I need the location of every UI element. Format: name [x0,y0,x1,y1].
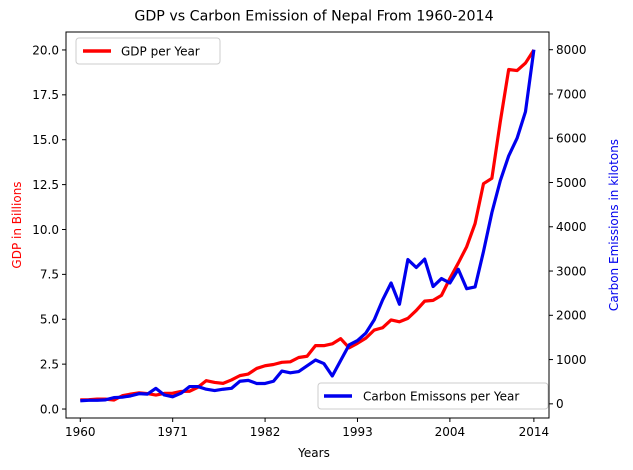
plot-frame [65,31,550,419]
right-y-tick-label: 2000 [556,309,587,323]
right-y-tick-label: 5000 [556,176,587,190]
x-tick-label: 1982 [250,425,281,439]
right-y-tick-label: 4000 [556,220,587,234]
x-tick-label: 1960 [65,425,96,439]
left-y-tick-label: 0.0 [40,402,59,416]
right-y-axis-ticks: 0 1000 2000 3000 4000 5000 6000 7000 8000 [549,43,587,411]
x-tick-label: 2014 [519,425,550,439]
x-axis-label: Years [297,446,330,460]
legend-carbon: Carbon Emissons per Year [317,382,549,410]
chart-title: GDP vs Carbon Emission of Nepal From 196… [134,9,493,25]
left-y-tick-label: 12.5 [32,178,59,192]
left-y-tick-label: 17.5 [32,88,59,102]
left-y-tick-label: 2.5 [40,357,59,371]
left-y-axis-label: GDP in Billions [10,181,24,268]
x-tick-label: 1993 [342,425,373,439]
legend-gdp: GDP per Year [75,37,221,65]
right-y-axis-label: Carbon Emissions in kilotons [607,139,621,311]
x-tick-label: 2004 [435,425,466,439]
left-y-tick-label: 15.0 [32,133,59,147]
right-y-tick-label: 1000 [556,353,587,367]
series-line-carbon [80,49,536,403]
right-y-tick-label: 0 [556,397,564,411]
right-y-tick-label: 3000 [556,264,587,278]
legend-carbon-label: Carbon Emissons per Year [363,390,519,404]
plot-area [80,49,536,403]
left-y-tick-label: 7.5 [40,268,59,282]
right-y-tick-label: 7000 [556,87,587,101]
right-y-tick-label: 6000 [556,132,587,146]
x-tick-label: 1971 [157,425,188,439]
x-axis-ticks: 1960 1971 1982 1993 2004 2014 [65,418,549,439]
left-y-tick-label: 20.0 [32,43,59,57]
right-y-tick-label: 8000 [556,43,587,57]
series-line-gdp [80,49,536,402]
left-y-tick-label: 10.0 [32,223,59,237]
left-y-axis-ticks: 0.0 2.5 5.0 7.5 10.0 12.5 15.0 17.5 20.0 [32,43,66,416]
legend-gdp-label: GDP per Year [121,45,200,59]
left-y-tick-label: 5.0 [40,313,59,327]
